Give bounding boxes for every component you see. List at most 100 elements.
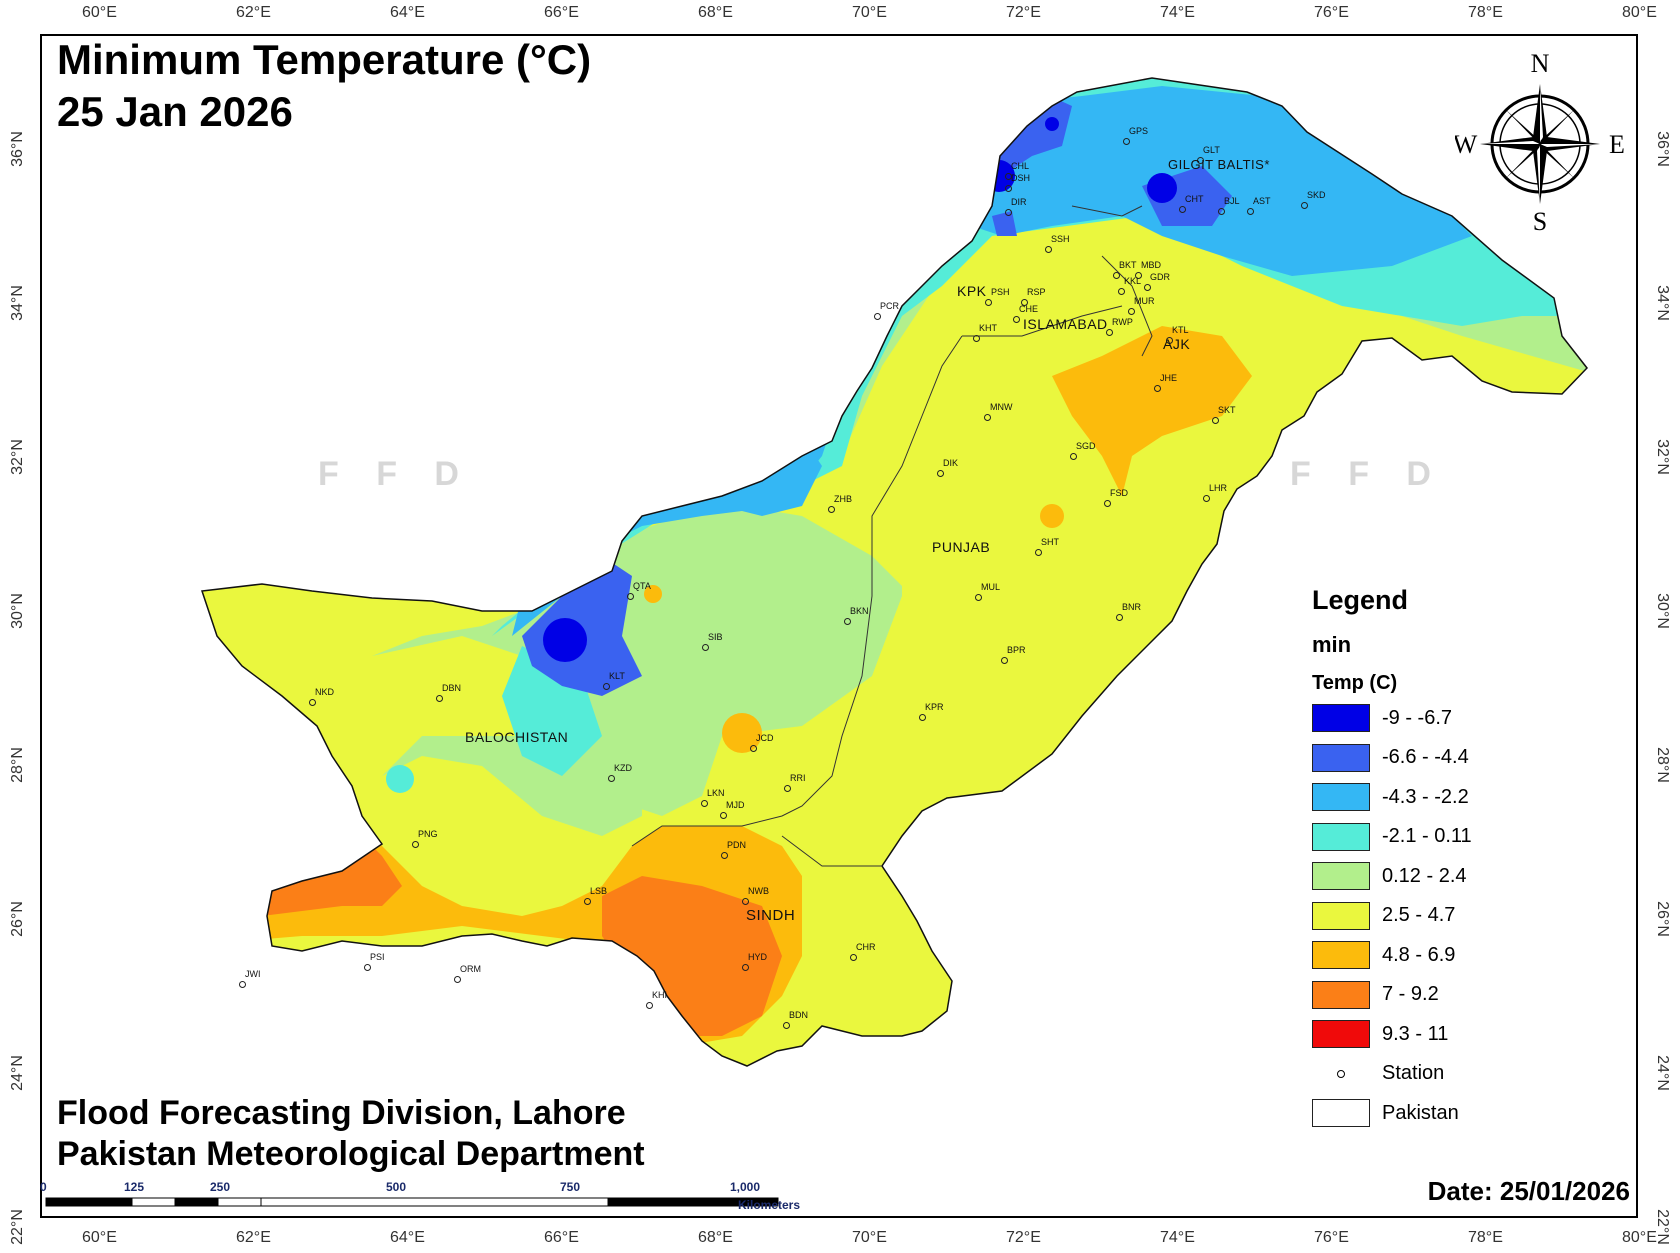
station-marker (701, 800, 708, 807)
station-label: BJL (1224, 196, 1240, 206)
map-title: Minimum Temperature (°C) (57, 36, 592, 83)
legend-swatch (1312, 822, 1370, 851)
station-marker (1179, 206, 1186, 213)
lon-label-top: 68°E (698, 4, 733, 21)
station-label: HYD (748, 952, 768, 962)
lat-label-left: 22°N (8, 1209, 26, 1245)
legend-class-label: 9.3 - 11 (1382, 1022, 1449, 1045)
legend-class: 7 - 9.2 (1312, 980, 1439, 1010)
lon-label-bottom: 60°E (82, 1229, 117, 1246)
station-label: RRI (790, 773, 806, 783)
station-marker (984, 414, 991, 421)
lat-label-right: 24°N (1653, 1055, 1671, 1091)
station-label: ORM (460, 964, 481, 974)
station-label: CHL (1011, 161, 1030, 171)
station-label: DSH (1011, 173, 1031, 183)
station-label: NWB (748, 886, 769, 896)
station-label: KTL (1172, 325, 1189, 335)
station-marker (702, 644, 709, 651)
legend-class: 0.12 - 2.4 (1312, 861, 1467, 891)
lat-label-left: 32°N (8, 439, 26, 475)
lat-label-right: 28°N (1653, 747, 1671, 783)
station-label: CHT (1185, 194, 1204, 204)
station-marker (584, 898, 591, 905)
station-label: KLT (609, 671, 625, 681)
scale-bar-graphic (45, 1197, 779, 1207)
lon-label-top: 62°E (236, 4, 271, 21)
credit-division: Flood Forecasting Division, Lahore (57, 1094, 626, 1132)
station-label: BNR (1122, 602, 1142, 612)
station-marker (975, 594, 982, 601)
region-label: AJK (1163, 336, 1191, 352)
station-marker (1045, 246, 1052, 253)
legend-class-label: 4.8 - 6.9 (1382, 943, 1456, 966)
station-marker (1118, 288, 1125, 295)
lon-label-bottom: 62°E (236, 1229, 271, 1246)
station-label: BPR (1007, 645, 1026, 655)
legend-classes: -9 - -6.7 -6.6 - -4.4 -4.3 - -2.2 -2.1 - 0.… (1312, 703, 1612, 1127)
station-label: PNG (418, 829, 438, 839)
station-marker (721, 852, 728, 859)
lat-label-left: 28°N (8, 747, 26, 783)
lon-label-top: 64°E (390, 4, 425, 21)
lon-label-bottom: 78°E (1468, 1229, 1503, 1246)
station-label: PCR (880, 301, 900, 311)
station-label: DBN (442, 683, 462, 693)
station-label: GDR (1150, 272, 1170, 282)
station-label: KKL (1124, 276, 1142, 286)
legend-class-label: -6.6 - -4.4 (1382, 746, 1469, 768)
station-marker (646, 1002, 653, 1009)
station-marker (603, 683, 610, 690)
lon-label-bottom: 70°E (852, 1229, 887, 1246)
lon-label-top: 60°E (82, 4, 117, 21)
station-marker (1166, 337, 1173, 344)
legend-class-label: -4.3 - -2.2 (1382, 785, 1469, 808)
legend-layer-name: min (1312, 632, 1352, 657)
legend-swatch (1312, 862, 1370, 890)
lon-label-top: 76°E (1314, 4, 1349, 21)
station-label: MBD (1141, 260, 1161, 270)
station-marker (309, 699, 316, 706)
legend-title: Legend (1312, 585, 1409, 615)
province-boundaries (631, 205, 1153, 867)
legend-class: -4.3 - -2.2 (1312, 782, 1469, 812)
station-label: SHT (1041, 537, 1059, 547)
station-marker (874, 313, 881, 320)
scale-tick-label: 500 (386, 1180, 407, 1194)
station-label: ZHB (834, 494, 852, 504)
station-label: RSP (1027, 287, 1046, 297)
region-label: ISLAMABAD (1023, 316, 1108, 332)
station-marker (750, 745, 757, 752)
legend-swatch (1312, 980, 1370, 1009)
station-label: LSB (590, 886, 608, 896)
station-marker (742, 964, 749, 971)
station-marker (742, 898, 749, 905)
station-marker (1005, 173, 1012, 180)
station-label: DIR (1011, 197, 1027, 207)
lat-label-right: 36°N (1653, 131, 1671, 167)
map-date: Date: 25/01/2026 (1427, 1176, 1630, 1206)
watermark-right: F F D (1290, 455, 1445, 493)
station-marker (436, 695, 443, 702)
station-label: GPS (1129, 126, 1149, 136)
legend-class: -9 - -6.7 (1312, 703, 1452, 733)
lon-label-top: 80°E (1622, 4, 1657, 21)
legend-class-label: 7 - 9.2 (1382, 983, 1439, 1005)
legend-station-label: Station (1382, 1062, 1445, 1084)
station-marker (1301, 202, 1308, 209)
station-label: AST (1253, 196, 1271, 206)
station-label: BKT (1119, 260, 1137, 270)
credit-department: Pakistan Meteorological Department (57, 1135, 645, 1173)
station-marker (1116, 614, 1123, 621)
station-marker (1035, 549, 1042, 556)
map-frame (40, 34, 1638, 1218)
legend-boundary: Pakistan (1312, 1098, 1459, 1128)
station-label: BDN (789, 1010, 809, 1020)
lon-label-bottom: 74°E (1160, 1229, 1195, 1246)
station-marker (720, 812, 727, 819)
station-label: JCD (756, 733, 774, 743)
scale-unit-label: Kilometers (738, 1198, 801, 1212)
legend-swatch (1312, 941, 1370, 969)
legend-boundary-label: Pakistan (1382, 1101, 1459, 1124)
station-marker (1203, 495, 1210, 502)
